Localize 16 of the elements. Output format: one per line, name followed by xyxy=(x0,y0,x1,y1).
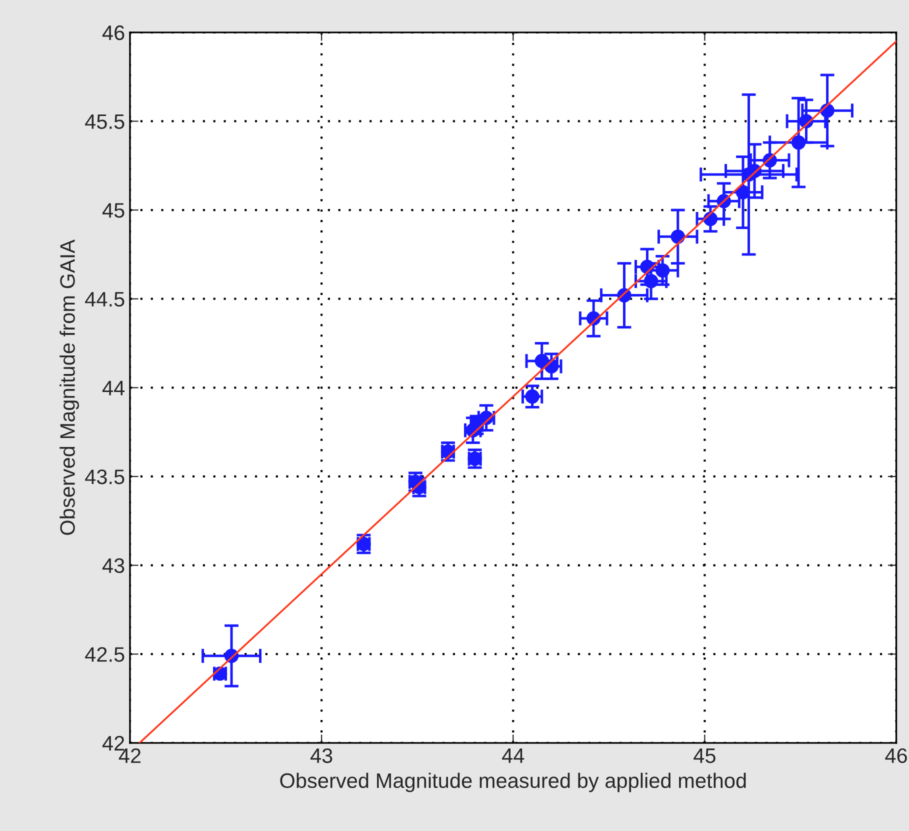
x-tick-label: 42 xyxy=(118,748,141,763)
x-axis-title: Observed Magnitude measured by applied method xyxy=(280,772,746,792)
y-tick-label: 43 xyxy=(102,558,124,574)
y-axis-title: Observed Magnitude from GAIA xyxy=(60,239,80,535)
x-tick-label: 45 xyxy=(694,748,716,764)
x-tick-label: 43 xyxy=(310,748,332,764)
x-tick-label: 46 xyxy=(885,748,907,764)
y-tick-label: 42.5 xyxy=(85,647,124,662)
y-tick-label: 43.5 xyxy=(85,469,124,484)
y-tick-label: 45 xyxy=(102,203,124,218)
y-tick-label: 44.5 xyxy=(85,292,124,307)
y-tick-label: 44 xyxy=(102,380,125,396)
x-tick-label: 44 xyxy=(502,748,524,763)
y-tick-label: 45.5 xyxy=(85,114,124,129)
y-tick-label: 42 xyxy=(102,736,124,750)
y-tick-label: 46 xyxy=(102,25,124,40)
